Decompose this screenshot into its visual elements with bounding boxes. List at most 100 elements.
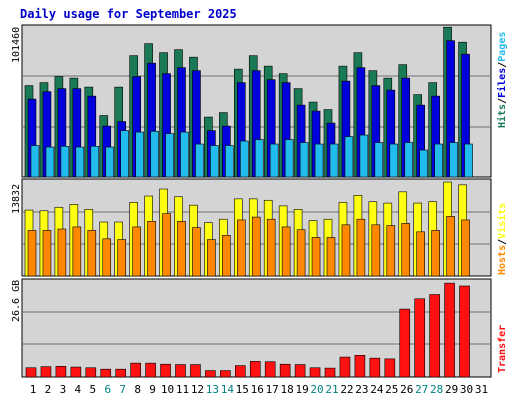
- pages-bar: [329, 143, 339, 178]
- transfer-bar: [100, 368, 112, 378]
- hits-panel-ymax-label: 101460: [11, 27, 22, 63]
- hosts-bar: [371, 224, 381, 277]
- x-tick-label: 6: [104, 383, 111, 396]
- pages-bar: [389, 143, 399, 178]
- hosts-bar: [461, 219, 470, 277]
- hosts-bar: [281, 226, 291, 277]
- hosts-bar: [356, 218, 366, 277]
- x-tick-label: 14: [221, 383, 235, 396]
- pages-bar: [434, 143, 443, 178]
- transfer-bar: [324, 367, 336, 378]
- svg-text:Transfer: Transfer: [497, 325, 508, 373]
- x-tick-label: 12: [191, 383, 204, 396]
- x-tick-label: 24: [370, 383, 384, 396]
- svg-text:Hits/Files/Pages: Hits/Files/Pages: [496, 32, 508, 128]
- legend-separator: /: [497, 62, 508, 68]
- legend-pages: Pages: [497, 32, 508, 62]
- transfer-bar: [25, 367, 37, 378]
- x-tick-label: 21: [325, 383, 338, 396]
- transfer-bar: [384, 358, 396, 378]
- bars-layer: [23, 26, 490, 378]
- x-tick-label: 18: [281, 383, 294, 396]
- hosts-bar: [311, 237, 321, 277]
- hosts-bar: [57, 228, 67, 277]
- pages-bar: [90, 145, 100, 178]
- hosts-bar: [117, 239, 126, 277]
- x-tick-label: 17: [266, 383, 279, 396]
- pages-bar: [359, 134, 369, 178]
- transfer-bar: [145, 362, 156, 378]
- x-tick-label: 19: [295, 383, 308, 396]
- x-tick-label: 2: [45, 383, 52, 396]
- transfer-bar: [399, 308, 411, 378]
- legend-files: Files: [496, 68, 508, 98]
- transfer-bar: [70, 366, 82, 378]
- pages-bar: [60, 145, 70, 178]
- pages-bar: [269, 143, 279, 178]
- hosts-bar: [401, 223, 411, 277]
- pages-bar: [284, 139, 294, 178]
- legend-visits: Visits: [496, 203, 508, 239]
- x-tick-label: 25: [385, 383, 398, 396]
- hosts-bar: [431, 230, 440, 277]
- legend-transfer: Transfer: [497, 325, 508, 373]
- hosts-bar: [147, 221, 156, 277]
- transfer-bar: [55, 366, 67, 378]
- legend-hosts: Hosts: [497, 245, 508, 275]
- hosts-bar: [177, 221, 186, 277]
- legend-separator: /: [497, 98, 508, 104]
- x-tick-label: 3: [60, 383, 67, 396]
- x-tick-label: 5: [89, 383, 96, 396]
- x-tick-label: 1: [30, 383, 37, 396]
- hosts-bar: [251, 216, 261, 277]
- transfer-bar: [429, 294, 440, 378]
- transfer-bar: [175, 364, 186, 378]
- x-tick-label: 16: [251, 383, 264, 396]
- hosts-bar: [416, 231, 426, 277]
- pages-bar: [225, 145, 234, 178]
- transfer-bar: [235, 365, 246, 378]
- x-tick-label: 7: [119, 383, 126, 396]
- transfer-bar: [414, 298, 426, 378]
- visits-panel-ymax-label: 13832: [11, 184, 22, 214]
- transfer-panel-ymax-label: 26.6 GB: [11, 280, 22, 322]
- pages-bar: [135, 131, 144, 178]
- pages-bar: [299, 142, 309, 178]
- hosts-bar: [87, 230, 97, 277]
- transfer-bar: [205, 370, 216, 378]
- hosts-bar: [42, 230, 52, 277]
- x-tick-label: 30: [460, 383, 473, 396]
- transfer-bar: [85, 367, 97, 378]
- transfer-bar: [40, 366, 52, 378]
- pages-bar: [105, 146, 115, 178]
- x-tick-label: 26: [400, 383, 413, 396]
- hosts-bar: [72, 226, 82, 277]
- transfer-bar: [264, 361, 276, 378]
- hosts-bar: [296, 229, 306, 277]
- transfer-bar: [220, 370, 231, 378]
- x-tick-label: 4: [75, 383, 82, 396]
- chart-title: Daily usage for September 2025: [20, 7, 237, 21]
- pages-bar: [404, 142, 414, 178]
- hosts-bar: [192, 227, 201, 277]
- hosts-bar: [237, 219, 246, 277]
- pages-bar: [449, 142, 458, 178]
- x-tick-label: 10: [161, 383, 174, 396]
- hosts-bar: [27, 230, 37, 277]
- x-tick-label: 11: [176, 383, 189, 396]
- hosts-bar: [207, 239, 216, 277]
- transfer-bar: [249, 361, 261, 378]
- hosts-bar: [326, 237, 336, 277]
- transfer-bar: [294, 364, 306, 378]
- pages-bar: [374, 142, 384, 178]
- hosts-bar: [266, 218, 276, 277]
- transfer-bar: [115, 368, 126, 378]
- transfer-bar: [354, 355, 366, 378]
- x-tick-label: 31: [475, 383, 488, 396]
- legend-separator: /: [497, 239, 508, 245]
- transfer-bar: [130, 362, 141, 378]
- x-tick-label: 28: [430, 383, 443, 396]
- transfer-bar: [444, 282, 455, 378]
- hosts-bar: [386, 225, 396, 277]
